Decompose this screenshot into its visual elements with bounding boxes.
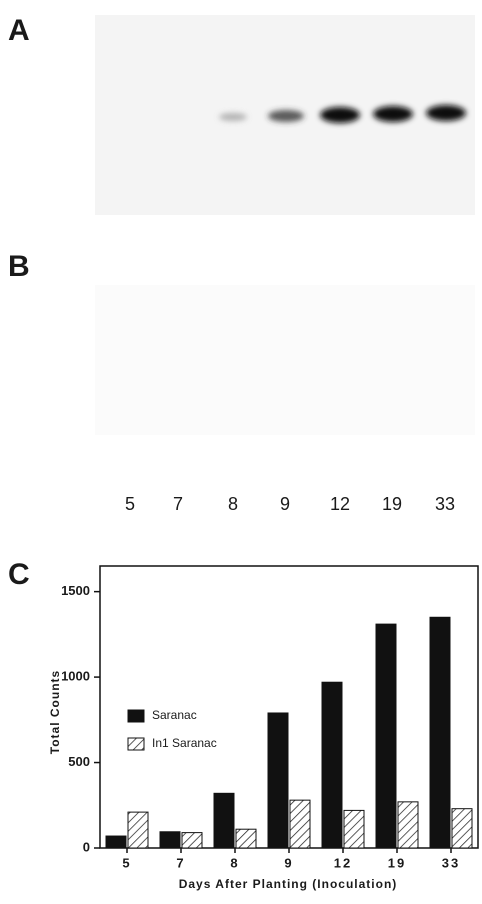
x-tick-label: 8 [230,855,239,870]
legend-label: Saranac [152,708,197,722]
lane-label: 12 [330,494,350,514]
bar [106,836,126,848]
figure: A B C Total Counts Days After Planting (… [0,0,482,899]
x-tick-label: 5 [122,855,131,870]
bar [430,617,450,848]
bar [322,682,342,848]
lane-label: 8 [228,494,238,514]
plot-frame [100,566,478,848]
bar [236,829,256,848]
bar [452,809,472,848]
legend-swatch [128,710,144,722]
blot-b [95,285,475,435]
y-tick-label: 1500 [61,583,90,598]
bar [128,812,148,848]
x-tick-label: 7 [176,855,185,870]
lane-label: 19 [382,494,402,514]
x-tick-label: 12 [334,855,352,870]
lane-label: 9 [280,494,290,514]
bar [214,793,234,848]
y-tick-label: 0 [83,839,90,854]
panel-label: C [8,558,30,591]
legend-label: In1 Saranac [152,736,217,750]
y-tick-label: 500 [68,754,90,769]
legend-swatch [128,738,144,750]
x-axis-label: Days After Planting (Inoculation) [179,877,398,891]
bar [290,800,310,848]
panel-label: A [8,14,30,47]
x-tick-label: 9 [284,855,293,870]
bar [160,832,180,848]
lane-label: 33 [435,494,455,514]
x-tick-label: 19 [388,855,406,870]
panel-label: B [8,250,30,283]
bar [268,713,288,848]
y-axis-label: Total Counts [48,670,62,754]
y-tick-label: 1000 [61,669,90,684]
bar [398,802,418,848]
lane-label: 7 [173,494,183,514]
x-tick-label: 33 [442,855,460,870]
bar [182,833,202,848]
bar [344,810,364,848]
lane-label: 5 [125,494,135,514]
bar [376,624,396,848]
